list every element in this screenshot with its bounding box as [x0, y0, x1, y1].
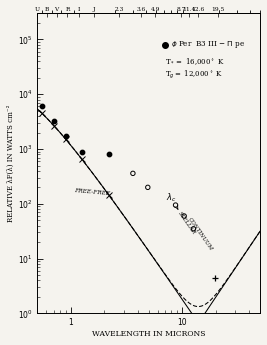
Text: FREE-FREE: FREE-FREE	[74, 188, 110, 196]
X-axis label: WAVELENGTH IN MICRONS: WAVELENGTH IN MICRONS	[92, 330, 206, 338]
Point	[52, 119, 56, 124]
Point	[19, 94, 24, 99]
Point	[182, 213, 186, 219]
Point	[146, 185, 150, 190]
Point	[173, 202, 178, 208]
Point	[107, 151, 111, 157]
Y-axis label: RELATIVE λF(λ) IN WATTS cm⁻²: RELATIVE λF(λ) IN WATTS cm⁻²	[7, 105, 15, 222]
Text: T$_g$$=$ 12,000$^\circ$ K: T$_g$$=$ 12,000$^\circ$ K	[166, 69, 224, 81]
Point	[40, 104, 44, 109]
Text: $\phi$ Per  B3 III $-$ $\Pi$ pe: $\phi$ Per B3 III $-$ $\Pi$ pe	[171, 39, 245, 50]
Point	[29, 95, 33, 101]
Text: CONTINUUM: CONTINUUM	[187, 217, 214, 252]
Point	[191, 226, 196, 231]
Text: $\lambda_c$: $\lambda_c$	[166, 191, 178, 209]
Text: STELLAR: STELLAR	[177, 210, 197, 235]
Point	[80, 149, 84, 154]
Point	[131, 170, 135, 176]
Point	[64, 134, 68, 139]
Text: T$_*$$=$ 16,000$^\circ$ K: T$_*$$=$ 16,000$^\circ$ K	[166, 56, 225, 67]
